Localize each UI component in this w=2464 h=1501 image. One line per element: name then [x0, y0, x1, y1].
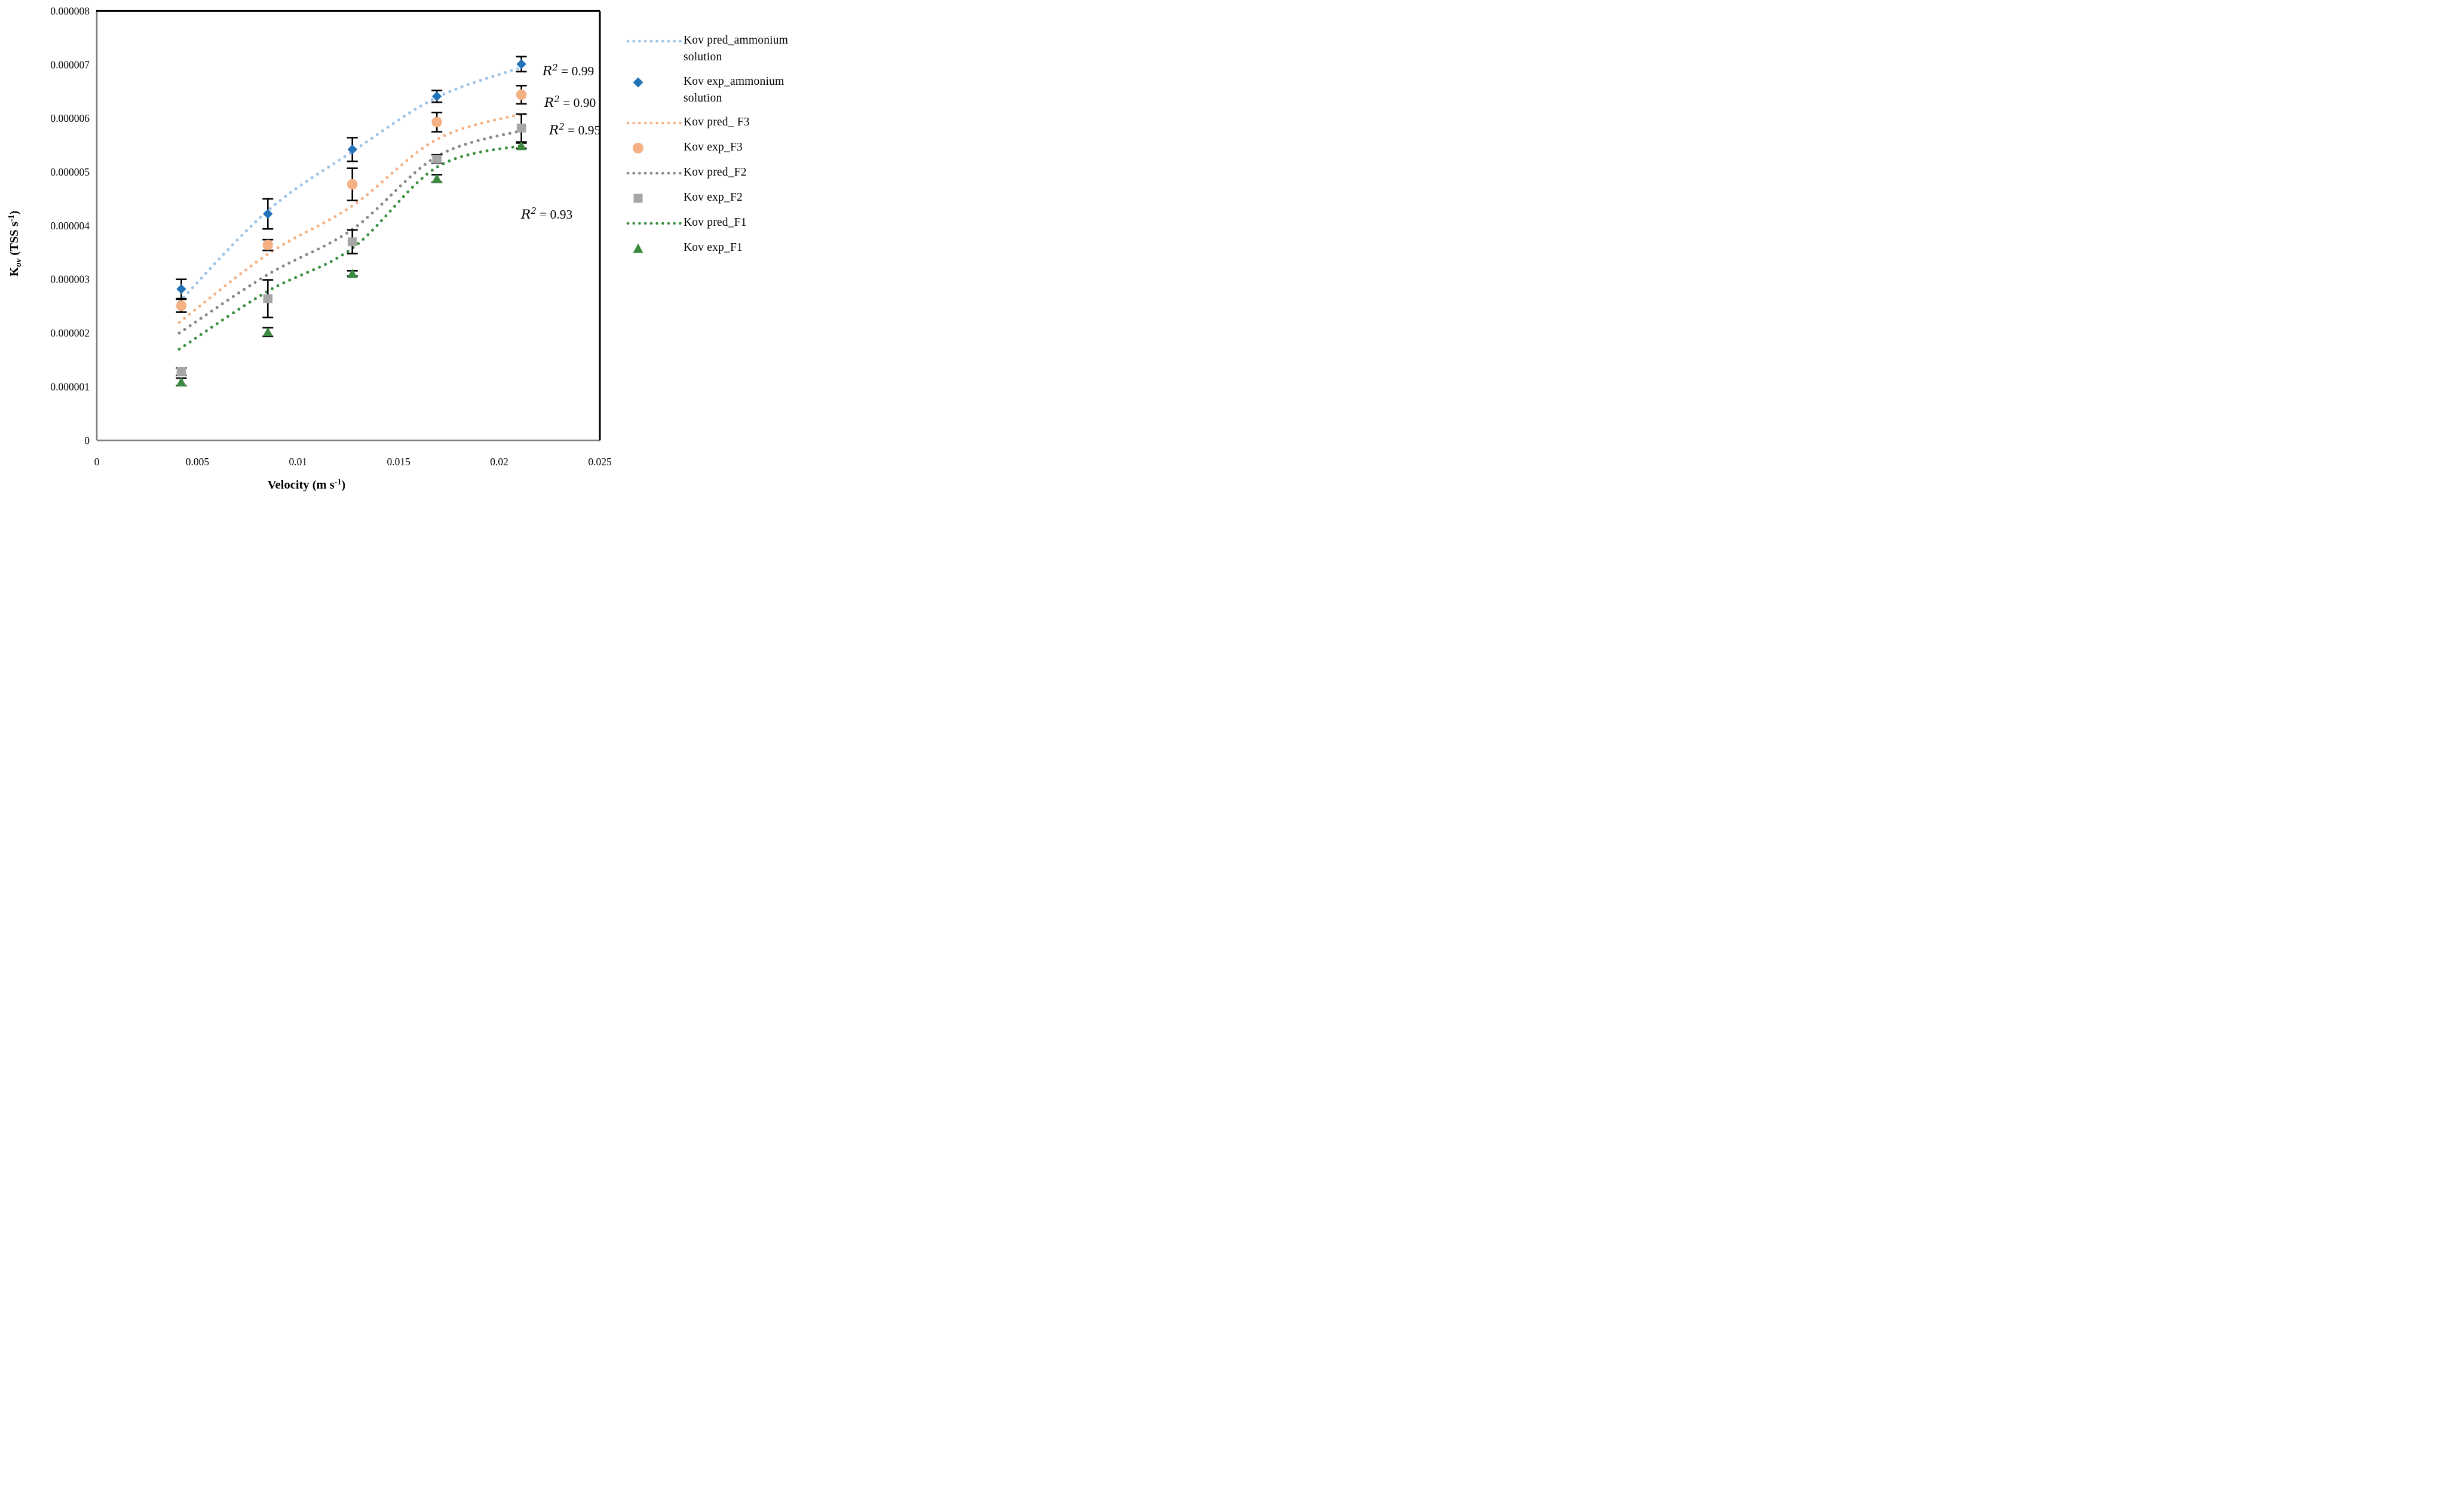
dotted-line-symbol	[626, 39, 684, 43]
exp_F3-marker	[262, 240, 274, 251]
legend-item-1: Kov pred_ammonium solution	[626, 32, 820, 66]
r-squared-annotation: R2 = 0.90	[544, 94, 596, 110]
exp_F3-marker	[347, 179, 358, 190]
pred_F3-dotted-line	[177, 112, 525, 324]
exp_F3-marker	[176, 300, 187, 311]
y-tick-label: 0.000003	[50, 274, 90, 286]
y-axis-title: Kov (TSS s-1)	[7, 211, 23, 277]
pred_F1-dotted-line	[177, 143, 525, 351]
square-marker-symbol	[633, 194, 643, 203]
x-tick-label: 0.025	[588, 456, 612, 468]
y-tick-label: 0.000006	[50, 112, 90, 124]
exp_F2-marker	[263, 294, 273, 303]
legend: Kov pred_ammonium solution Kov exp_ammoni…	[626, 32, 820, 260]
legend-label: Kov pred_ F3	[684, 116, 750, 129]
y-tick-label: 0.000008	[50, 5, 90, 17]
exp_ammonium-marker	[176, 284, 186, 294]
exp_ammonium-marker	[347, 145, 357, 155]
exp_F2-marker	[347, 237, 357, 247]
x-tick-label: 0	[94, 456, 100, 468]
r-squared-annotation: R2 = 0.93	[520, 205, 572, 222]
exp_ammonium-marker	[431, 91, 442, 102]
y-tick-label: 0.000005	[50, 166, 90, 178]
exp_F1-marker	[176, 377, 187, 386]
x-tick-label: 0.005	[186, 456, 210, 468]
kov-velocity-chart-page: 0 0.000001 0.000002 0.000003 0.000004 0.00000…	[0, 0, 822, 501]
legend-label: Kov exp_F2	[684, 191, 743, 204]
exp_F1-marker	[516, 140, 527, 151]
x-tick-label: 0.015	[387, 456, 411, 468]
legend-item-2: Kov exp_ammonium solution	[626, 73, 820, 108]
pred_ammonium-dotted-line	[177, 65, 525, 303]
legend-label: Kov exp_ammonium solution	[684, 75, 784, 105]
dotted-line-symbol	[626, 121, 684, 125]
diamond-marker-symbol	[633, 77, 643, 88]
exp_F1-marker	[262, 327, 273, 337]
triangle-marker-symbol	[633, 243, 643, 253]
x-tick-label: 0.02	[490, 456, 508, 468]
exp_ammonium-marker	[263, 208, 273, 219]
x-axis-title: Velocity (m s-1)	[268, 478, 345, 492]
circle-marker-symbol	[633, 143, 643, 154]
exp_F2-marker	[176, 367, 186, 376]
r-squared-annotation: R2 = 0.95	[548, 121, 600, 138]
legend-label: Kov pred_F2	[684, 166, 747, 179]
legend-item-7: Kov pred_F1	[626, 214, 820, 232]
y-tick-label: 0.000002	[50, 327, 90, 339]
kov-velocity-chart: 0 0.000001 0.000002 0.000003 0.000004 0.00000…	[7, 5, 612, 492]
exp_F1-marker	[347, 268, 358, 278]
exp_F2-marker	[516, 123, 526, 133]
y-tick-label: 0	[84, 434, 90, 446]
exp_F3-marker	[431, 116, 442, 128]
y-tick-label: 0.000007	[50, 59, 90, 70]
exp_F1-marker	[431, 173, 442, 183]
legend-label: Kov pred_ammonium solution	[684, 34, 789, 64]
y-tick-label: 0.000004	[50, 220, 90, 232]
legend-label: Kov exp_F3	[684, 141, 743, 154]
r-squared-annotation: R2 = 0.99	[542, 62, 594, 79]
x-tick-label: 0.01	[289, 456, 307, 468]
dotted-line-symbol	[626, 171, 684, 175]
legend-item-6: Kov exp_F2	[626, 189, 820, 207]
exp_F3-marker	[516, 89, 527, 100]
exp_F2-marker	[432, 155, 442, 164]
exp_ammonium-marker	[516, 59, 526, 69]
legend-label: Kov pred_F1	[684, 216, 747, 229]
legend-item-5: Kov pred_F2	[626, 164, 820, 182]
dotted-line-symbol	[626, 222, 684, 225]
legend-label: Kov exp_F1	[684, 241, 743, 254]
y-tick-label: 0.000001	[50, 380, 90, 392]
legend-item-8: Kov exp_F1	[626, 240, 820, 257]
legend-item-3: Kov pred_ F3	[626, 114, 820, 132]
legend-item-4: Kov exp_F3	[626, 139, 820, 157]
